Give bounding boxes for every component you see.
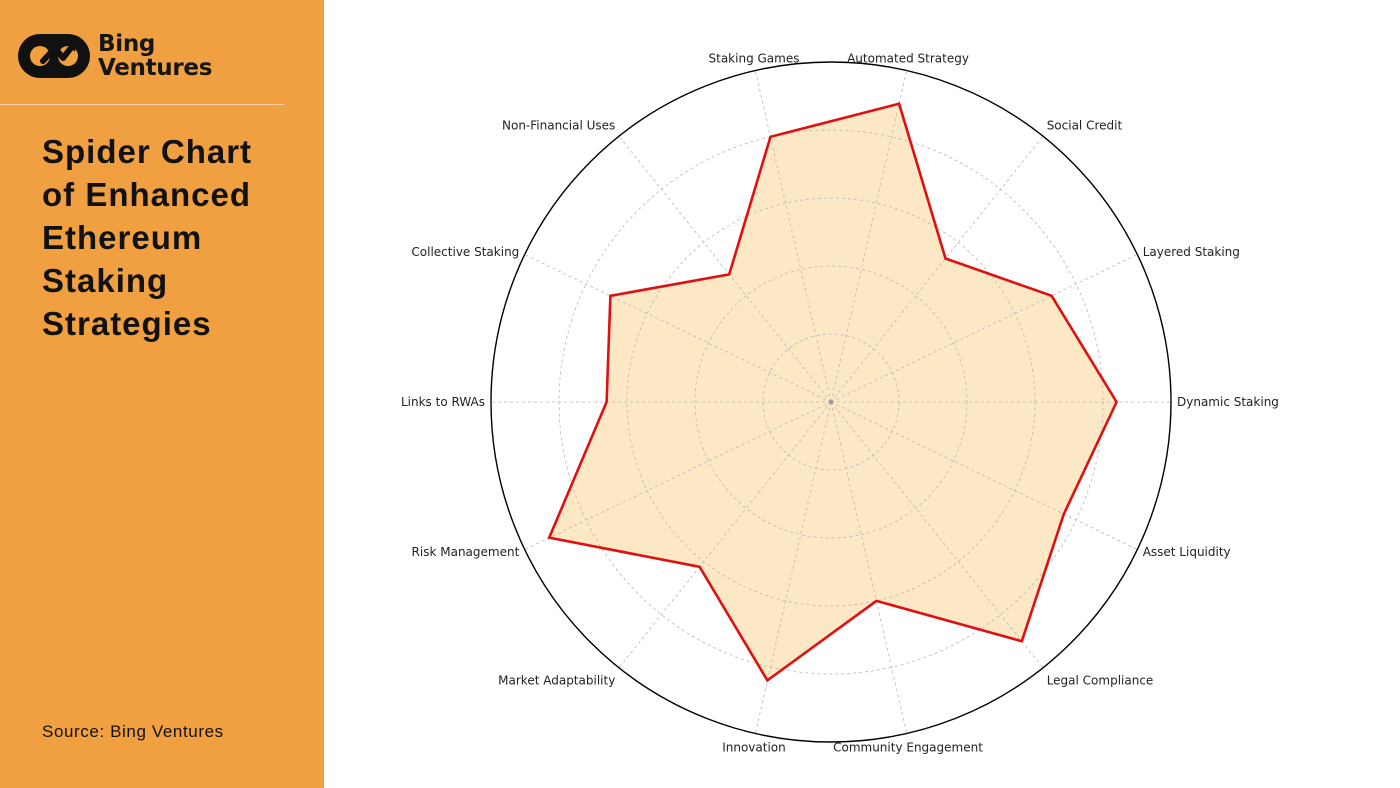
- axis-label-social-credit: Social Credit: [1047, 119, 1123, 133]
- spoke-line: [524, 254, 832, 403]
- spoke-line: [618, 135, 832, 403]
- axis-labels: Dynamic Staking Layered Staking Social Cre…: [401, 52, 1279, 755]
- axis-label-layered-staking: Layered Staking: [1143, 245, 1240, 259]
- axis-label-staking-games: Staking Games: [709, 52, 800, 66]
- axis-label-collective-staking: Collective Staking: [411, 245, 519, 259]
- axis-label-asset-liquidity: Asset Liquidity: [1143, 545, 1231, 559]
- brand-name-line1: Bing: [98, 31, 156, 57]
- axis-label-non-financial-uses: Non-Financial Uses: [502, 119, 615, 133]
- chart-grid: [491, 70, 1171, 734]
- axis-label-automated-strategy: Automated Strategy: [847, 52, 969, 66]
- spoke-line: [754, 401, 832, 734]
- spoke-line: [830, 70, 908, 403]
- axis-label-links-to-rwas: Links to RWAs: [401, 395, 485, 409]
- series-line: [547, 102, 1119, 683]
- brand-name: Bing Ventures: [98, 32, 212, 80]
- sidebar-divider: [0, 104, 284, 105]
- bing-ventures-logo-icon: [18, 34, 90, 78]
- chart-center: [829, 400, 833, 404]
- spoke-line: [830, 401, 908, 734]
- source-note: Source: Bing Ventures: [42, 722, 224, 741]
- brand-name-line2: Ventures: [98, 55, 213, 81]
- sidebar: Bing Ventures Spider Chart of Enhanced E…: [0, 0, 324, 788]
- series-area: [549, 103, 1117, 681]
- spoke-line: [524, 401, 832, 550]
- axis-label-risk-management: Risk Management: [412, 545, 520, 559]
- grid-ring-2: [694, 265, 968, 539]
- spoke-line: [830, 254, 1138, 403]
- axis-label-innovation: Innovation: [722, 740, 786, 754]
- spoke-line: [830, 401, 1044, 669]
- spoke-line: [754, 70, 832, 403]
- spoke-line: [830, 401, 1138, 550]
- axis-label-market-adaptability: Market Adaptability: [498, 674, 615, 688]
- axis-label-legal-compliance: Legal Compliance: [1047, 674, 1154, 688]
- axis-label-dynamic-staking: Dynamic Staking: [1177, 395, 1279, 409]
- axis-label-community-engagement: Community Engagement: [833, 740, 983, 754]
- radar-chart: Dynamic Staking Layered Staking Social Cre…: [401, 52, 1279, 755]
- spoke-line: [830, 135, 1044, 403]
- brand-logo: Bing Ventures: [16, 30, 212, 82]
- page-title: Spider Chart of Enhanced Ethereum Stakin…: [42, 133, 253, 342]
- outer-ring: [490, 61, 1172, 743]
- spoke-line: [618, 401, 832, 669]
